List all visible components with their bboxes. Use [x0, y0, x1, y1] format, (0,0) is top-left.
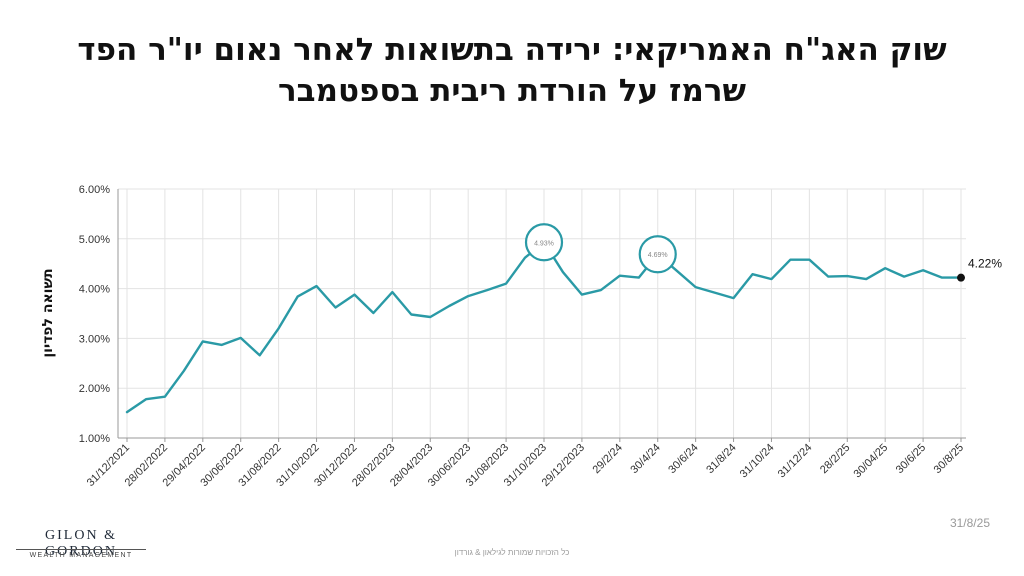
x-tick-label: 31/8/24 [704, 442, 738, 476]
x-tick-label: 28/2/25 [818, 442, 852, 476]
peak-annotation-circle [524, 223, 564, 262]
title-line-2: שרמז על הורדת ריבית בספטמבר [277, 73, 746, 109]
x-tick-label: 31/10/24 [738, 442, 777, 481]
latest-value-marker [957, 273, 965, 282]
logo-divider [16, 549, 146, 550]
y-tick-label: 4.00% [79, 284, 110, 296]
peak-annotation-circle [638, 235, 677, 274]
company-logo: GILON & GORDON WEALTH MANAGEMENT [14, 526, 154, 566]
x-tick-label: 30/4/24 [628, 442, 662, 476]
page-title: שוק האג"ח האמריקאי: ירידה בתשואות לאחר נ… [0, 30, 1024, 112]
x-tick-label: 30/6/24 [666, 442, 700, 476]
latest-value-label: 4.22% [968, 257, 1002, 271]
x-tick-label: 29/2/24 [591, 442, 625, 476]
date-stamp: 31/8/25 [949, 516, 990, 530]
footer-copyright: כל הזכויות שמורות לגילאון & גורדון [454, 548, 570, 557]
peak-annotation-label: 4.93% [534, 240, 554, 247]
y-tick-label: 6.00% [79, 184, 110, 196]
y-tick-label: 5.00% [79, 234, 110, 246]
title-line-1: שוק האג"ח האמריקאי: ירידה בתשואות לאחר נ… [77, 32, 947, 68]
peak-annotation-label: 4.69% [648, 252, 668, 259]
x-tick-label: 30/04/25 [852, 442, 891, 481]
x-tick-label: 30/8/25 [932, 442, 966, 476]
y-tick-label: 1.00% [79, 433, 110, 445]
y-tick-label: 2.00% [79, 383, 110, 395]
x-tick-label: 30/6/25 [894, 442, 928, 476]
y-tick-label: 3.00% [79, 333, 110, 345]
logo-wordmark: GILON & GORDON [45, 528, 117, 559]
y-axis-title: תשואה לפדיון [40, 268, 56, 357]
logo-tagline: WEALTH MANAGEMENT [29, 552, 133, 559]
x-tick-label: 31/12/24 [776, 442, 815, 481]
